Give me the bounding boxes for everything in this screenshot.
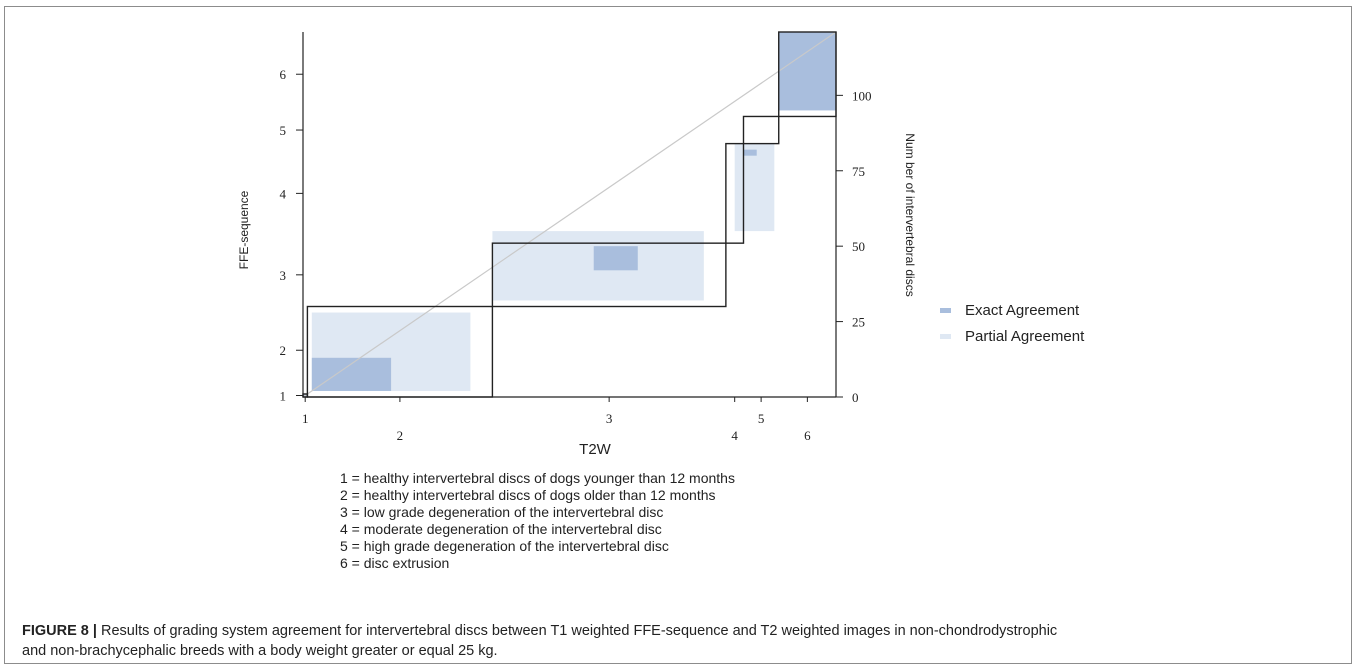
y2-axis-label: Num ber of intervertebral discs	[903, 133, 917, 296]
partial-agreement-cells	[311, 143, 775, 391]
category-legend-item: 5 = high grade degeneration of the inter…	[340, 538, 669, 554]
figure-frame	[4, 6, 1352, 664]
y-tick-label: 3	[280, 268, 287, 283]
x-tick-label: 5	[758, 411, 765, 426]
y-tick-label: 6	[280, 67, 287, 82]
marginal-box-5	[742, 115, 780, 145]
y2-tick-label: 0	[852, 390, 859, 405]
x-tick-label: 2	[397, 428, 404, 443]
x-tick-label: 1	[302, 411, 309, 426]
marginal-box-4	[725, 142, 745, 244]
y-tick-label: 5	[280, 123, 287, 138]
exact-cell-6	[778, 32, 836, 111]
category-legend-item: 2 = healthy intervertebral discs of dogs…	[340, 487, 716, 503]
legend-exact: Exact Agreement	[940, 297, 1084, 323]
x-tick-label: 6	[804, 428, 811, 443]
category-legend-item: 3 = low grade degeneration of the interv…	[340, 504, 664, 520]
x-tick-label: 3	[606, 411, 613, 426]
y-tick-label: 2	[280, 343, 287, 358]
y-tick-label: 4	[280, 186, 287, 201]
exact-cell-3	[593, 246, 638, 271]
category-legend-item: 1 = healthy intervertebral discs of dogs…	[340, 470, 735, 486]
diagonal-line	[302, 31, 837, 398]
exact-cell-4	[743, 149, 757, 156]
category-legend-item: 4 = moderate degeneration of the interve…	[340, 521, 662, 537]
legend-exact-label: Exact Agreement	[965, 301, 1080, 319]
y2-tick-label: 50	[852, 239, 865, 254]
caption-label: FIGURE 8 |	[22, 623, 97, 639]
x-axis-label: T2W	[579, 441, 612, 458]
exact-cell-2	[311, 357, 392, 391]
category-legend: 1 = healthy intervertebral discs of dogs…	[340, 470, 735, 572]
category-legend-item: 6 = disc extrusion	[340, 555, 450, 571]
marginal-box-3	[491, 242, 727, 308]
legend-partial: Partial Agreement	[940, 323, 1084, 349]
axes	[302, 32, 837, 398]
y2-tick-label: 100	[852, 88, 872, 103]
y2-tick-label: 25	[852, 315, 865, 330]
ticks: 1 2 3 4 5 6 1 2 3 4 5 6 0 25 50 75 100	[280, 67, 872, 443]
series-legend: Exact Agreement Partial Agreement	[940, 297, 1084, 349]
y2-tick-label: 75	[852, 164, 865, 179]
x-tick-label: 4	[731, 428, 738, 443]
caption-text-2: and non-brachycephalic breeds with a bod…	[22, 643, 498, 659]
y-tick-label: 1	[280, 388, 287, 403]
exact-swatch	[940, 307, 951, 313]
y-axis-label: FFE-sequence	[237, 190, 251, 269]
exact-agreement-cells	[303, 32, 836, 397]
partial-cell-4	[734, 143, 775, 232]
figure-caption: FIGURE 8 | Results of grading system agr…	[22, 621, 1322, 661]
partial-swatch	[940, 333, 951, 339]
caption-text-1: Results of grading system agreement for …	[96, 623, 1058, 639]
legend-partial-label: Partial Agreement	[965, 327, 1085, 345]
